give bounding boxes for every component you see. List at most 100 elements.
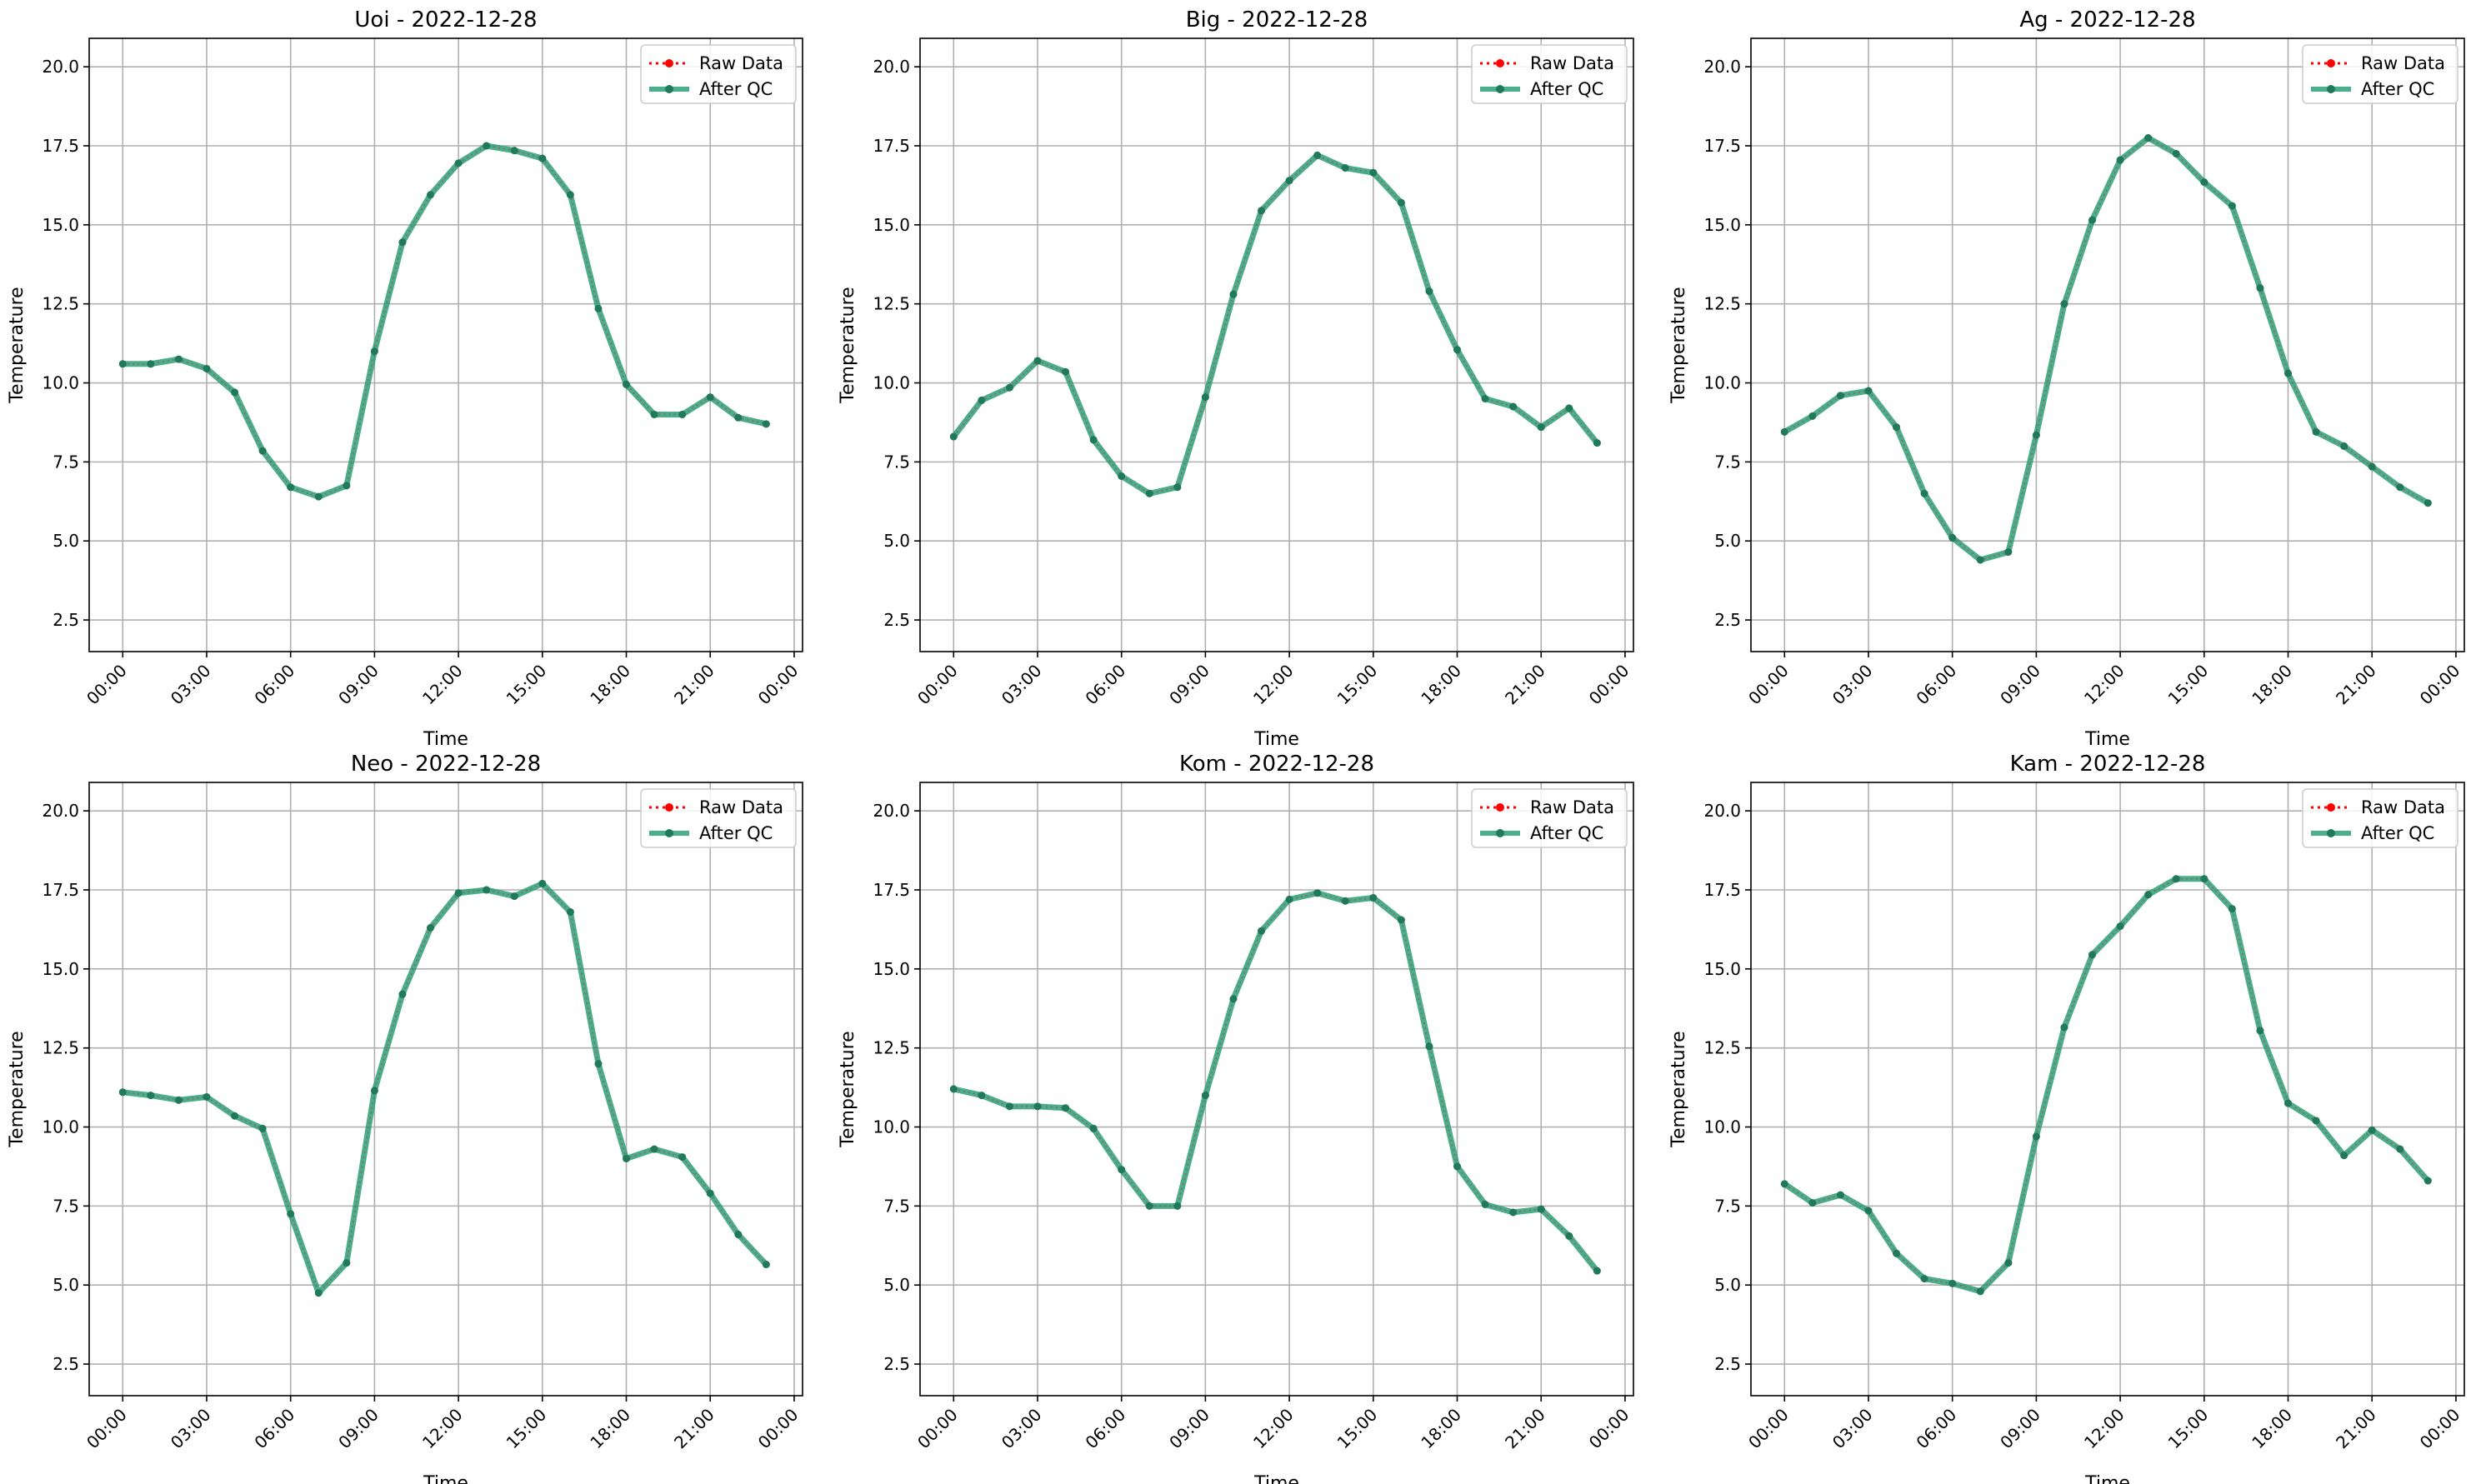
data-point-after-qc [1005, 383, 1013, 392]
data-point-after-qc [2256, 1027, 2264, 1035]
x-tick-label: 00:00 [913, 1405, 962, 1453]
data-point-after-qc [2172, 875, 2180, 883]
series-line-raw-data [953, 154, 1598, 495]
data-point-after-qc [949, 432, 958, 441]
x-tick-label: 09:00 [334, 1405, 383, 1453]
y-tick-label: 5.0 [1714, 531, 1741, 551]
axes-frame [88, 37, 803, 652]
y-axis-label: Temperature [7, 287, 28, 403]
data-point-after-qc [2004, 547, 2013, 556]
data-point-after-qc [1258, 207, 1266, 215]
data-point-after-qc [483, 142, 491, 150]
legend-label-raw-data: Raw Data [699, 797, 783, 817]
data-point-after-qc [2116, 922, 2124, 931]
data-point-after-qc [1509, 402, 1518, 411]
data-point-after-qc [949, 1085, 958, 1093]
series-line-after-qc [951, 152, 1600, 497]
data-point-after-qc [2312, 1117, 2320, 1125]
data-point-after-qc [2060, 1023, 2068, 1032]
data-point-after-qc [1118, 472, 1126, 480]
axes-frame [919, 782, 1634, 1397]
data-point-after-qc [1089, 436, 1098, 444]
data-point-after-qc [2284, 1099, 2293, 1107]
y-tick-label: 12.5 [42, 1038, 79, 1058]
x-tick-label: 00:00 [1744, 661, 1793, 709]
x-tick-label: 12:00 [2080, 661, 2128, 709]
data-point-after-qc [1920, 1275, 1928, 1283]
data-point-after-qc [1201, 1092, 1209, 1100]
data-point-after-qc [2340, 442, 2348, 450]
legend-marker-after-qc [665, 85, 673, 93]
legend-label-after-qc: After QC [2361, 823, 2434, 843]
y-tick-label: 15.0 [1703, 959, 1741, 979]
data-point-after-qc [1893, 423, 1901, 432]
legend: Raw Data After QC [640, 788, 797, 848]
data-point-after-qc [1033, 1102, 1042, 1111]
data-point-after-qc [1864, 387, 1873, 395]
y-tick-label: 10.0 [1703, 373, 1741, 393]
data-point-after-qc [2368, 1126, 2376, 1134]
x-tick-label: 03:00 [1828, 661, 1877, 709]
x-tick-label: 09:00 [1996, 1405, 2044, 1453]
data-point-after-qc [398, 990, 407, 998]
data-point-after-qc [287, 483, 295, 492]
x-tick-label: 09:00 [1165, 1405, 1213, 1453]
data-point-after-qc [427, 191, 435, 199]
data-point-after-qc [203, 364, 211, 372]
y-tick-label: 20.0 [42, 801, 79, 821]
data-point-after-qc [1808, 412, 1817, 420]
data-point-after-qc [147, 360, 155, 368]
legend: Raw Data After QC [1471, 788, 1628, 848]
legend-marker-raw-data [1496, 59, 1504, 67]
x-tick-label: 15:00 [1333, 1405, 1382, 1453]
legend-label-after-qc: After QC [699, 823, 773, 843]
data-point-after-qc [1893, 1249, 1901, 1257]
x-tick-label: 12:00 [1249, 1405, 1298, 1453]
data-point-after-qc [1145, 1202, 1153, 1210]
legend-label-after-qc: After QC [2361, 79, 2434, 99]
x-tick-label: 15:00 [2164, 1405, 2213, 1453]
data-point-after-qc [118, 360, 127, 368]
data-point-after-qc [1285, 177, 1293, 185]
x-tick-label: 09:00 [1996, 661, 2044, 709]
data-point-after-qc [1313, 889, 1322, 897]
data-point-after-qc [538, 879, 547, 887]
x-axis-label: Time [423, 729, 468, 750]
x-tick-label: 00:00 [754, 661, 803, 709]
legend-marker-raw-data [2327, 803, 2335, 812]
data-point-after-qc [1369, 168, 1378, 177]
data-point-after-qc [650, 410, 658, 418]
x-tick-label: 21:00 [2332, 661, 2380, 709]
data-point-after-qc [454, 159, 463, 167]
x-tick-label: 12:00 [418, 1405, 467, 1453]
legend-label-after-qc: After QC [1530, 823, 1603, 843]
x-tick-label: 21:00 [1501, 661, 1549, 709]
data-point-after-qc [1780, 1180, 1788, 1188]
data-point-after-qc [174, 355, 183, 363]
axes-frame [88, 782, 803, 1397]
data-point-after-qc [2088, 216, 2097, 224]
data-point-after-qc [2088, 951, 2097, 959]
chart-title: Neo - 2022-12-28 [351, 752, 541, 777]
legend: Raw Data After QC [2302, 44, 2458, 104]
data-point-after-qc [734, 1231, 743, 1239]
y-tick-label: 7.5 [53, 452, 79, 472]
data-point-after-qc [343, 1259, 351, 1267]
data-point-after-qc [370, 347, 378, 356]
data-point-after-qc [2368, 462, 2376, 471]
data-point-after-qc [1201, 393, 1209, 402]
y-tick-label: 5.0 [1714, 1275, 1741, 1295]
data-point-after-qc [1565, 1232, 1573, 1240]
y-tick-label: 17.5 [42, 880, 79, 900]
x-tick-label: 03:00 [998, 1405, 1046, 1453]
data-point-after-qc [2060, 300, 2068, 308]
data-point-after-qc [1313, 151, 1322, 159]
series-line-after-qc [1783, 135, 2430, 563]
x-tick-label: 09:00 [334, 661, 383, 709]
series-line-raw-data [123, 882, 768, 1295]
x-tick-label: 18:00 [1417, 661, 1465, 709]
data-point-after-qc [978, 1092, 986, 1100]
data-point-after-qc [2312, 427, 2320, 436]
x-tick-label: 12:00 [1249, 661, 1298, 709]
data-point-after-qc [2396, 483, 2404, 492]
